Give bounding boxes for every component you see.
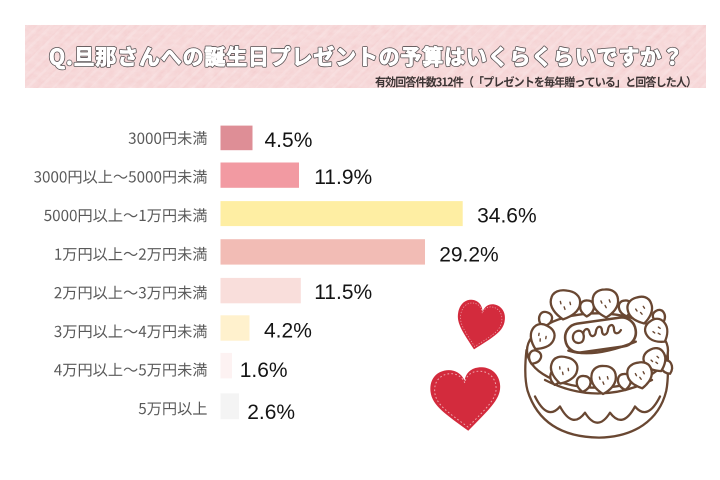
svg-text:1.6%: 1.6% — [240, 359, 288, 382]
svg-text:11.5%: 11.5% — [314, 281, 372, 304]
svg-text:34.6%: 34.6% — [477, 205, 537, 228]
svg-text:29.2%: 29.2% — [439, 244, 499, 267]
svg-text:4.2%: 4.2% — [264, 319, 312, 342]
svg-text:4.5%: 4.5% — [265, 129, 313, 152]
svg-text:11.9%: 11.9% — [314, 166, 372, 189]
svg-text:2.6%: 2.6% — [247, 401, 295, 424]
